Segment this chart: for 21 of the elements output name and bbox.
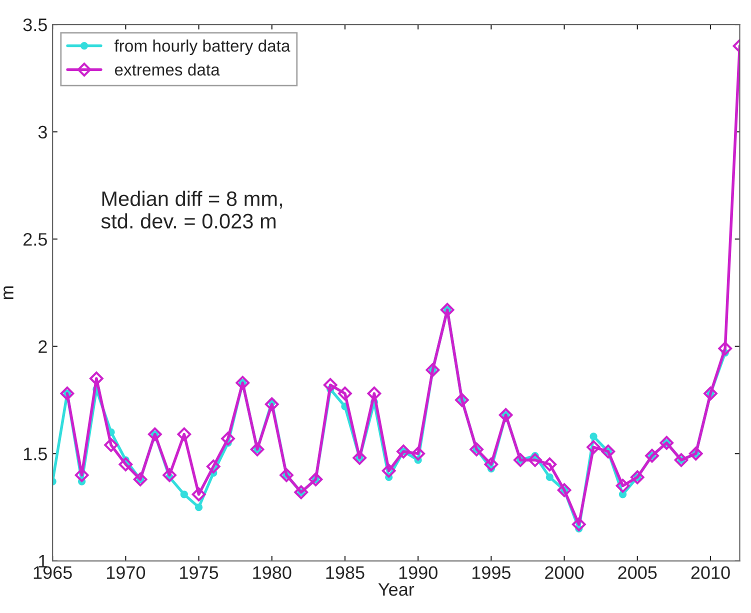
x-tick-label: 1970	[106, 566, 146, 580]
x-tick-label: 1995	[472, 566, 511, 580]
x-tick-label: 1975	[180, 566, 218, 580]
x-tick-label: 1980	[253, 566, 292, 580]
x-tick-label: 2005	[618, 566, 657, 580]
y-tick-label: 1	[39, 555, 47, 568]
y-tick-label: 2	[38, 340, 47, 353]
y-axis-title: m	[4, 286, 14, 300]
y-tick-label: 3.5	[23, 18, 47, 32]
y-tick-label: 2.5	[24, 233, 47, 246]
y-tick-label: 1.5	[24, 448, 47, 460]
legend-label: from hourly battery data	[114, 40, 290, 56]
legend-label: extremes data	[114, 63, 220, 76]
x-tick-label: 2010	[691, 566, 730, 580]
x-tick-label: 1990	[399, 566, 438, 580]
annotation: Median diff = 8 mm, std. dev. = 0.023 m	[101, 190, 282, 229]
x-axis-title: Year	[378, 583, 414, 596]
x-tick-label: 1965	[34, 566, 72, 580]
x-tick-label: 1985	[326, 566, 364, 580]
y-tick-label: 3	[38, 126, 47, 139]
x-tick-label: 2000	[545, 566, 584, 580]
